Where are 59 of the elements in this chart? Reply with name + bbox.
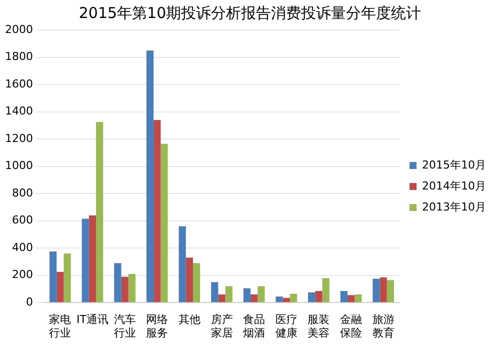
legend-label: 2014年10月 xyxy=(422,179,486,192)
bar xyxy=(322,278,330,302)
y-tick-label: 1600 xyxy=(4,77,33,90)
bar xyxy=(250,294,258,302)
x-tick-label: 汽车行业 xyxy=(114,313,136,340)
x-tick-label: 网络服务 xyxy=(146,313,168,340)
y-tick-label: 1200 xyxy=(4,132,33,145)
bar xyxy=(372,278,380,302)
x-tick-label: 服装美容 xyxy=(308,313,330,340)
x-tick-label: 房产家居 xyxy=(210,313,233,340)
x-tick-label: 其他 xyxy=(178,313,200,326)
bar xyxy=(225,286,232,302)
y-tick-label: 1800 xyxy=(4,50,33,64)
bar xyxy=(347,295,355,302)
bar xyxy=(315,291,322,302)
bar xyxy=(49,251,57,302)
bar xyxy=(380,277,387,302)
bar xyxy=(192,263,200,302)
bar xyxy=(128,274,136,302)
y-tick-label: 600 xyxy=(12,214,33,227)
legend-label: 2015年10月 xyxy=(422,158,486,172)
y-tick-label: 1000 xyxy=(4,159,33,172)
bar xyxy=(243,288,251,302)
bar xyxy=(218,294,226,302)
bar xyxy=(282,298,290,302)
bar xyxy=(354,294,362,302)
y-tick-label: 2000 xyxy=(4,22,33,36)
bar xyxy=(276,296,283,302)
bar xyxy=(56,272,64,302)
x-tick-label: 旅游教育 xyxy=(372,313,394,340)
bar xyxy=(386,280,394,302)
x-tick-label: 医疗健康 xyxy=(275,313,298,340)
bar xyxy=(211,282,218,302)
legend-label: 2013年10月 xyxy=(422,200,486,214)
x-tick-label: IT通讯 xyxy=(76,313,108,326)
chart-title: 2015年第10期投诉分析报告消费投诉量分年度统计 xyxy=(78,4,422,23)
bar xyxy=(64,254,71,302)
bar xyxy=(340,291,348,302)
bar xyxy=(114,263,122,302)
bar xyxy=(88,215,96,302)
bar xyxy=(82,218,89,302)
bar xyxy=(178,226,186,302)
bar xyxy=(160,144,168,302)
bar xyxy=(186,258,193,302)
y-tick-label: 200 xyxy=(12,268,33,282)
bar xyxy=(258,286,265,302)
y-tick-label: 800 xyxy=(12,186,33,200)
bar xyxy=(308,292,316,302)
y-tick-label: 0 xyxy=(26,295,33,308)
x-tick-label: 家电行业 xyxy=(49,313,72,340)
x-tick-label: 食品烟酒 xyxy=(243,313,266,340)
bar xyxy=(290,294,298,302)
x-tick-label: 金融保险 xyxy=(340,313,362,340)
bar xyxy=(154,120,161,302)
y-tick-label: 1400 xyxy=(4,104,33,118)
y-tick-label: 400 xyxy=(12,240,33,254)
bar xyxy=(96,122,104,302)
bar xyxy=(146,50,154,302)
bar xyxy=(121,276,128,302)
